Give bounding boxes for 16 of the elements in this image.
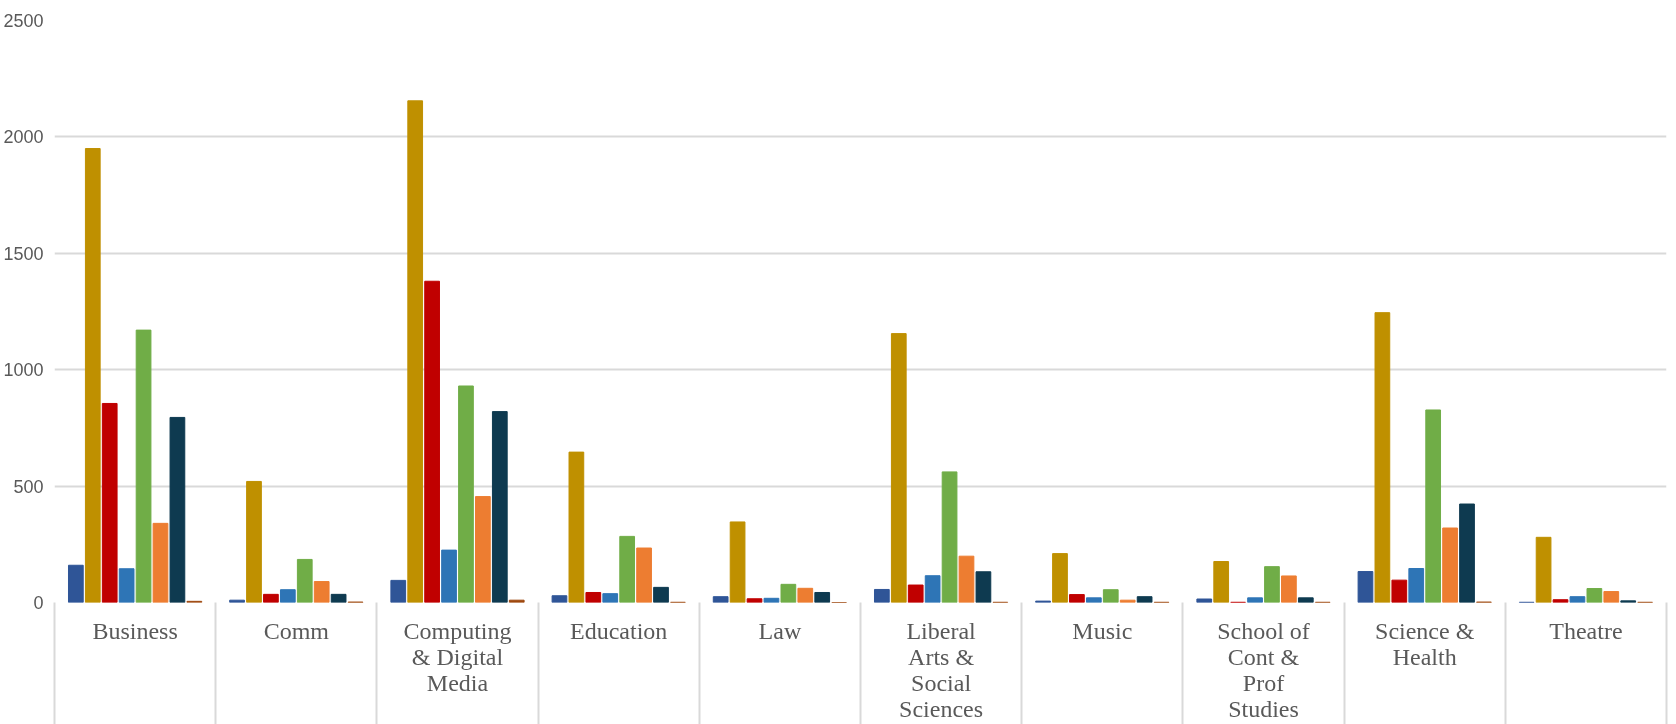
y-tick-label: 1000 bbox=[3, 360, 44, 381]
y-tick-label: 500 bbox=[13, 476, 44, 497]
y-tick-label: 0 bbox=[33, 593, 44, 613]
x-tick-label: Law bbox=[758, 617, 802, 644]
x-tick-label: Education bbox=[570, 617, 668, 644]
x-tick-label: Business bbox=[92, 617, 178, 644]
x-tick-label: Computing & Digital Media bbox=[403, 617, 512, 696]
x-tick-label: Music bbox=[1072, 617, 1133, 644]
x-tick-label: Science & Health bbox=[1375, 617, 1475, 670]
y-tick-label: 2000 bbox=[3, 127, 44, 148]
x-tick-label: School of Cont & Prof Studies bbox=[1217, 617, 1310, 722]
x-tick-label: Comm bbox=[263, 617, 330, 644]
y-tick-label: 1500 bbox=[3, 243, 44, 264]
x-tick-label: Liberal Arts & Social Sciences bbox=[899, 617, 984, 722]
x-tick-label: Theatre bbox=[1549, 617, 1623, 644]
y-tick-label: 2500 bbox=[3, 11, 44, 31]
